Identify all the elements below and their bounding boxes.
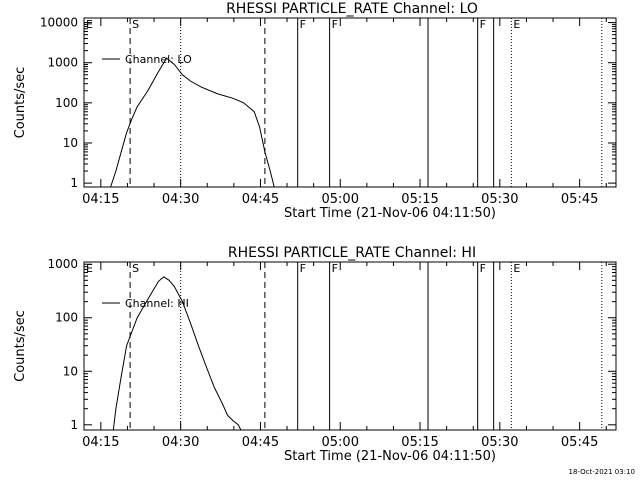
x-tick-label: 04:30 [162, 192, 199, 207]
x-tick-label: 04:15 [82, 435, 119, 450]
y-axis-label: Counts/sec [13, 67, 28, 139]
y-tick-label: 100 [55, 311, 78, 325]
chart-title: RHESSI PARTICLE_RATE Channel: LO [226, 1, 478, 17]
data-series-line [112, 276, 242, 431]
chart-panel-2: RHESSI PARTICLE_RATE Channel: HI E S F F F E 04… [13, 245, 617, 464]
marker-label: E [513, 18, 520, 31]
y-tick-label: 10000 [40, 16, 78, 30]
x-tick-label: 04:45 [242, 192, 279, 207]
x-tick-label: 04:45 [242, 435, 279, 450]
marker-label: F [300, 262, 306, 275]
plot-frame [83, 17, 617, 188]
marker-label: E [513, 262, 520, 275]
marker-label: F [332, 18, 338, 31]
x-tick-label: 05:00 [322, 192, 359, 207]
x-tick-label: 05:45 [561, 435, 598, 450]
chart-panel-1: RHESSI PARTICLE_RATE Channel: LO E S F F F E 04… [13, 1, 617, 221]
y-tick-label: 100 [55, 96, 78, 110]
plot-frame [83, 261, 617, 431]
marker-label: S [132, 262, 139, 275]
y-tick-label: 1 [70, 176, 78, 190]
y-tick-label: 10 [63, 364, 78, 378]
x-axis-label: Start Time (21-Nov-06 04:11:50) [284, 206, 496, 221]
marker-label: E [86, 262, 93, 275]
marker-label: F [480, 18, 486, 31]
y-tick-label: 1000 [47, 56, 78, 70]
y-tick-label: 1 [70, 418, 78, 432]
legend-label: Channel: LO [125, 53, 192, 66]
x-tick-label: 04:15 [82, 192, 119, 207]
marker-label: E [86, 18, 93, 31]
marker-label: F [480, 262, 486, 275]
x-tick-label: 04:30 [162, 435, 199, 450]
x-tick-label: 05:45 [561, 192, 598, 207]
footer-timestamp: 18-Oct-2021 03:10 [569, 468, 635, 476]
x-tick-label: 05:30 [481, 435, 518, 450]
x-tick-label: 05:15 [401, 435, 438, 450]
y-tick-label: 10 [63, 136, 78, 150]
data-series-line [110, 57, 275, 188]
marker-label: S [132, 18, 139, 31]
marker-label: F [332, 262, 338, 275]
marker-label: F [300, 18, 306, 31]
legend-label: Channel: HI [125, 297, 189, 310]
chart-title: RHESSI PARTICLE_RATE Channel: HI [228, 245, 476, 261]
x-tick-label: 05:00 [322, 435, 359, 450]
y-tick-label: 1000 [47, 257, 78, 271]
x-tick-label: 05:30 [481, 192, 518, 207]
x-tick-label: 05:15 [401, 192, 438, 207]
y-axis-label: Counts/sec [13, 310, 28, 382]
x-axis-label: Start Time (21-Nov-06 04:11:50) [284, 449, 496, 464]
